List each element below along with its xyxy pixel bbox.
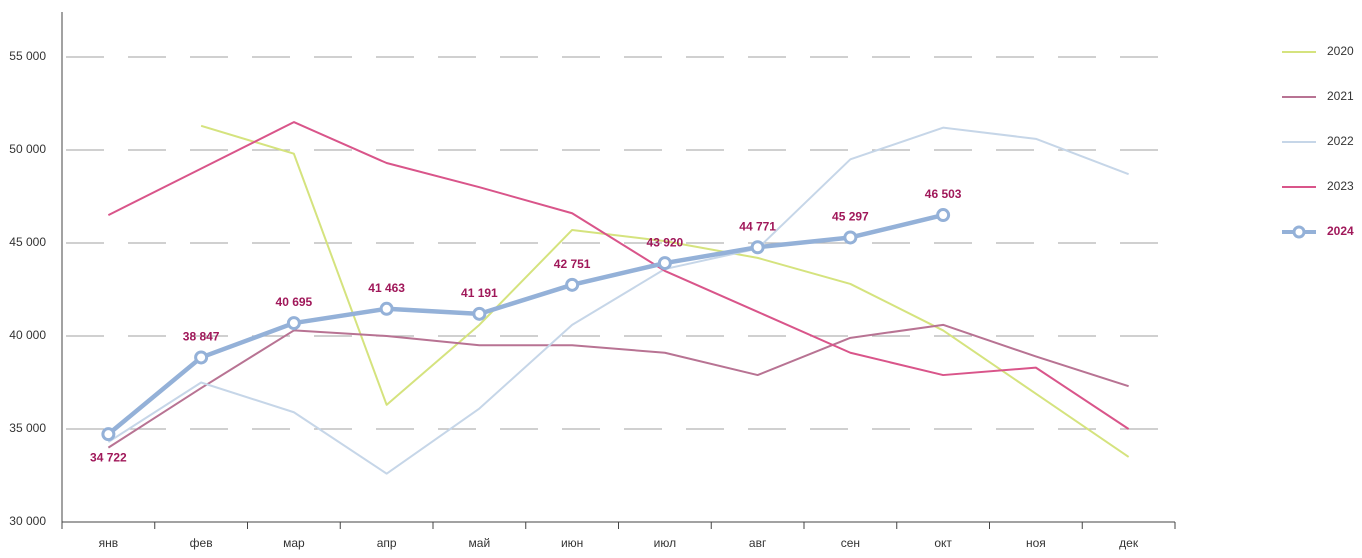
data-label: 42 751	[554, 257, 591, 271]
data-point	[843, 230, 858, 245]
y-tick-label: 30 000	[9, 514, 46, 528]
x-tick-label: май	[469, 536, 491, 550]
x-tick-label: ноя	[1026, 536, 1046, 550]
data-label: 40 695	[276, 295, 313, 309]
series-line	[106, 212, 944, 436]
x-tick-label: мар	[283, 536, 305, 550]
data-point	[936, 208, 951, 223]
x-tick-label: фев	[190, 536, 213, 550]
y-tick-label: 50 000	[9, 142, 46, 156]
data-point	[657, 256, 672, 271]
legend-label: 2021	[1327, 89, 1354, 103]
data-label: 41 463	[368, 281, 405, 295]
data-label: 34 722	[90, 450, 127, 464]
data-point	[565, 277, 580, 292]
y-tick-label: 55 000	[9, 49, 46, 63]
data-point	[472, 306, 487, 321]
series-line	[107, 121, 1130, 430]
series-line	[107, 323, 1129, 449]
x-tick-label: дек	[1119, 536, 1139, 550]
x-tick-label: окт	[934, 536, 952, 550]
data-label: 41 191	[461, 286, 498, 300]
data-label: 45 297	[832, 210, 869, 224]
x-tick-label: сен	[841, 536, 860, 550]
data-label: 46 503	[925, 187, 962, 201]
series-line	[107, 126, 1129, 475]
x-tick-label: июн	[561, 536, 583, 550]
y-tick-label: 45 000	[9, 235, 46, 249]
data-point	[286, 316, 301, 331]
data-label: 38 847	[183, 330, 220, 344]
x-tick-label: июл	[654, 536, 676, 550]
legend-label: 2024	[1327, 224, 1354, 238]
legend-label: 2022	[1327, 134, 1354, 148]
x-tick-label: авг	[749, 536, 767, 550]
data-point	[194, 350, 209, 365]
series-line	[200, 124, 1130, 458]
x-tick-label: апр	[377, 536, 397, 550]
data-label: 44 771	[739, 219, 776, 233]
x-tick-label: янв	[99, 536, 119, 550]
y-tick-label: 40 000	[9, 328, 46, 342]
data-point	[750, 240, 765, 255]
legend-marker	[1292, 225, 1306, 239]
legend-label: 2020	[1327, 44, 1354, 58]
data-point	[379, 301, 394, 316]
y-tick-label: 35 000	[9, 421, 46, 435]
data-point	[101, 427, 116, 442]
data-label: 43 920	[647, 235, 684, 249]
legend-label: 2023	[1327, 179, 1354, 193]
